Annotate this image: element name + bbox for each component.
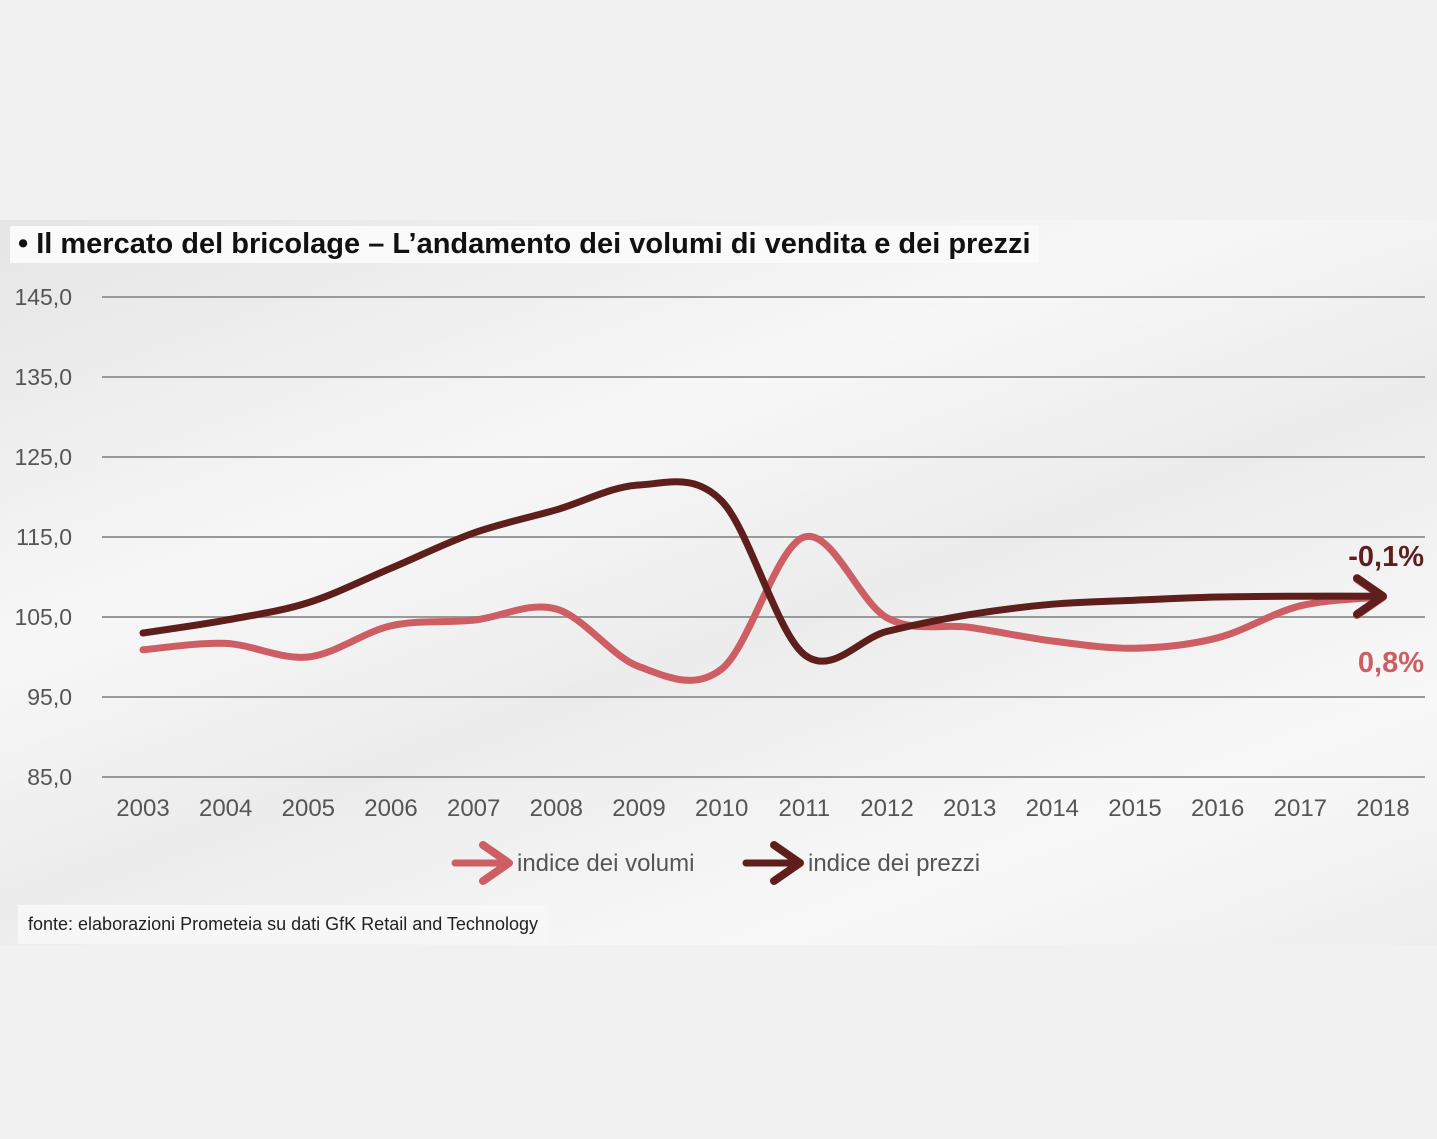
y-tick-label: 85,0 [27,764,72,790]
y-tick-label: 135,0 [14,364,72,390]
x-tick-label: 2009 [612,795,665,822]
end-label: 0,8% [1358,647,1424,679]
series-arrow-icon [1353,574,1387,619]
x-tick-label: 2016 [1191,795,1244,822]
source-note: fonte: elaborazioni Prometeia su dati Gf… [18,905,548,944]
x-tick-label: 2008 [530,795,583,822]
y-tick-label: 115,0 [16,524,72,550]
y-tick-label: 145,0 [14,284,72,310]
x-tick-label: 2017 [1274,795,1327,822]
x-tick-label: 2004 [199,795,252,822]
legend-arrow-icon [479,841,513,885]
y-tick-label: 105,0 [14,604,72,630]
x-tick-label: 2007 [447,795,500,822]
y-tick-label: 125,0 [14,444,72,470]
end-label: -0,1% [1348,541,1424,573]
x-tick-label: 2003 [116,795,169,822]
x-tick-label: 2006 [364,795,417,822]
x-tick-label: 2015 [1108,795,1161,822]
x-tick-label: 2018 [1356,795,1409,822]
x-tick-label: 2013 [943,795,996,822]
x-tick-label: 2010 [695,795,748,822]
x-tick-label: 2005 [282,795,335,822]
x-tick-label: 2012 [860,795,913,822]
legend-label: indice dei volumi [517,850,694,877]
legend-arrow-icon [770,841,804,885]
series-line-1 [139,478,1387,665]
x-tick-label: 2014 [1026,795,1079,822]
x-tick-label: 2011 [779,795,831,822]
y-tick-label: 95,0 [27,684,72,710]
series-line-0 [139,533,1387,684]
chart-title: • Il mercato del bricolage – L’andamento… [10,226,1039,263]
background-photo [0,220,1437,945]
legend-label: indice dei prezzi [808,850,980,877]
